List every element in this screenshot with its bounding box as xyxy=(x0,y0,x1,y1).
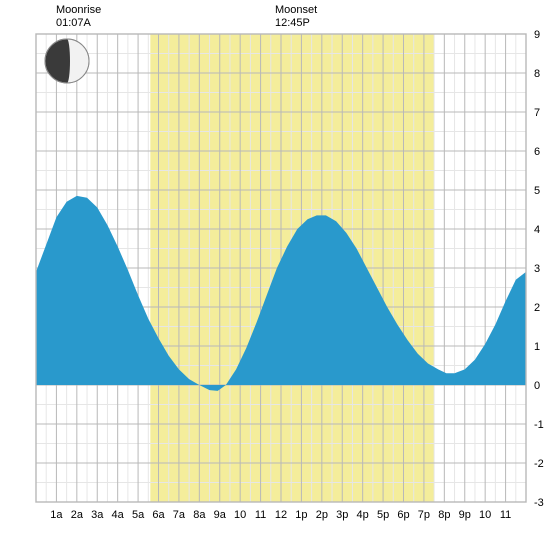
tide-chart-container: Moonrise 01:07A Moonset 12:45P -3-2-1012… xyxy=(0,0,550,550)
svg-text:4: 4 xyxy=(534,224,540,236)
svg-text:5: 5 xyxy=(534,185,540,197)
svg-text:-1: -1 xyxy=(534,419,544,431)
svg-text:11: 11 xyxy=(255,509,266,521)
svg-text:2: 2 xyxy=(534,302,540,314)
svg-text:10: 10 xyxy=(234,509,246,521)
svg-text:5a: 5a xyxy=(132,509,145,521)
svg-text:8p: 8p xyxy=(438,509,450,521)
svg-text:6p: 6p xyxy=(397,509,409,521)
svg-text:11: 11 xyxy=(500,509,511,521)
svg-text:4a: 4a xyxy=(112,509,125,521)
svg-text:12: 12 xyxy=(275,509,287,521)
svg-text:1a: 1a xyxy=(50,509,63,521)
svg-text:1: 1 xyxy=(534,341,540,353)
svg-text:6a: 6a xyxy=(152,509,165,521)
svg-text:9p: 9p xyxy=(459,509,471,521)
svg-text:-2: -2 xyxy=(534,458,544,470)
svg-text:7: 7 xyxy=(534,107,540,119)
svg-text:4p: 4p xyxy=(357,509,369,521)
svg-text:9a: 9a xyxy=(214,509,227,521)
svg-text:3p: 3p xyxy=(336,509,348,521)
svg-text:-3: -3 xyxy=(534,497,544,509)
svg-text:0: 0 xyxy=(534,380,540,392)
svg-text:2a: 2a xyxy=(71,509,84,521)
svg-text:8a: 8a xyxy=(193,509,206,521)
svg-text:3: 3 xyxy=(534,263,540,275)
moon-phase-icon xyxy=(44,38,90,84)
svg-text:6: 6 xyxy=(534,146,540,158)
svg-text:7a: 7a xyxy=(173,509,186,521)
svg-text:7p: 7p xyxy=(418,509,430,521)
svg-text:2p: 2p xyxy=(316,509,328,521)
svg-text:9: 9 xyxy=(534,29,540,41)
svg-text:5p: 5p xyxy=(377,509,389,521)
svg-text:10: 10 xyxy=(479,509,491,521)
svg-text:8: 8 xyxy=(534,68,540,80)
svg-text:3a: 3a xyxy=(91,509,104,521)
svg-text:1p: 1p xyxy=(295,509,307,521)
